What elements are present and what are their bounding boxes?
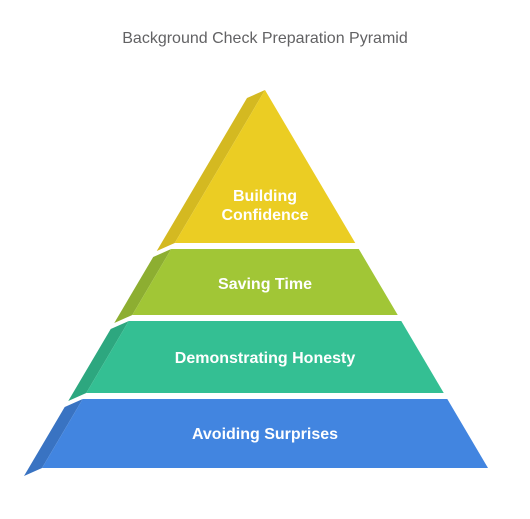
pyramid-level-label-1: Saving Time — [165, 275, 365, 294]
pyramid-level-label-0: BuildingConfidence — [165, 187, 365, 225]
pyramid-level-label-2: Demonstrating Honesty — [165, 349, 365, 368]
pyramid-level-label-3: Avoiding Surprises — [165, 425, 365, 444]
